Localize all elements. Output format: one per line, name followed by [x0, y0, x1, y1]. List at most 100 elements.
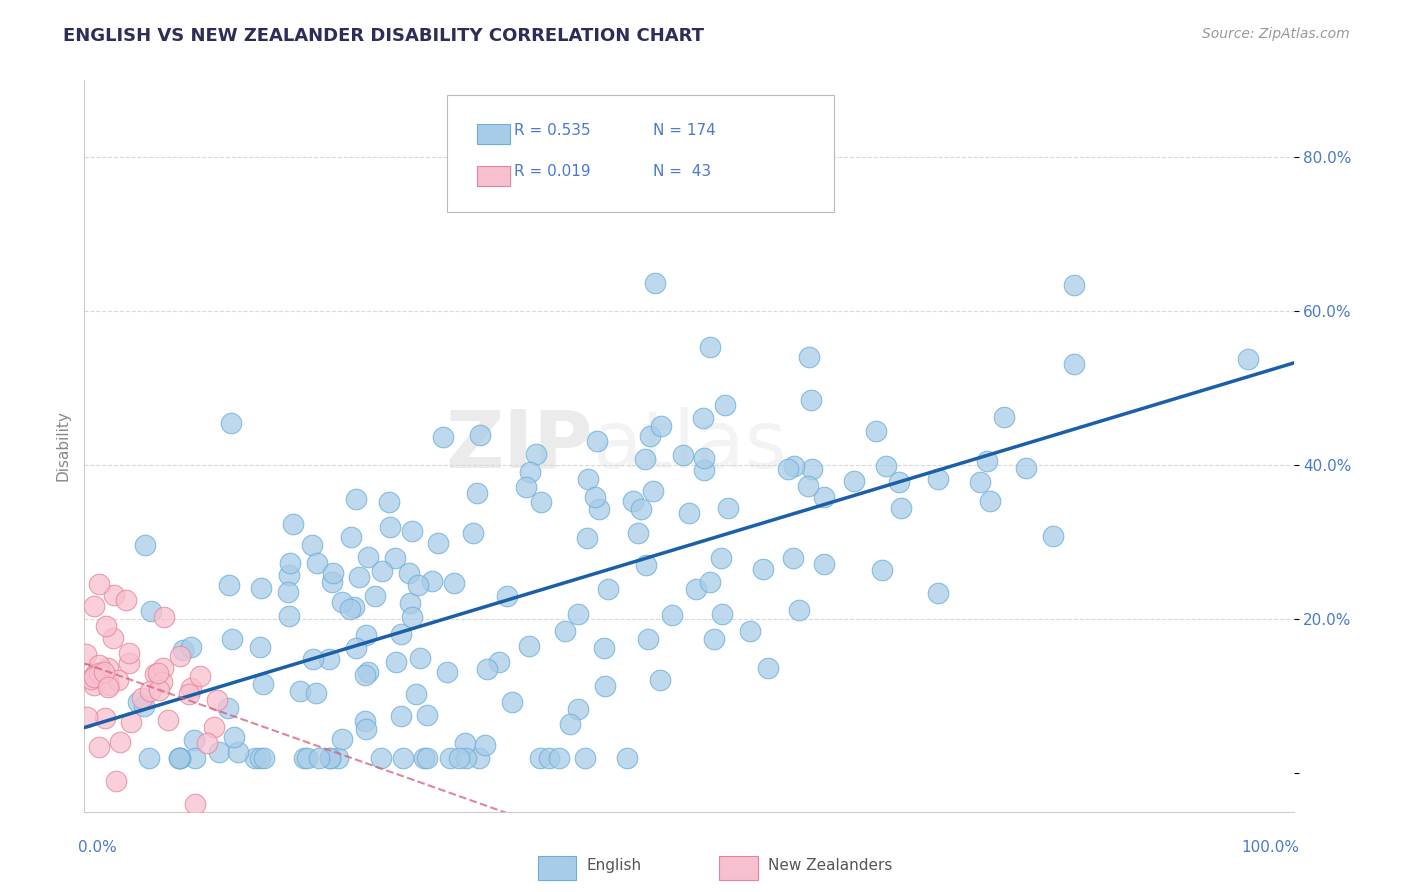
Text: ZIP: ZIP [444, 407, 592, 485]
Point [89, 665, 111, 680]
Point [787, 603, 810, 617]
FancyBboxPatch shape [447, 95, 834, 212]
Point [391, 627, 413, 641]
Point [703, 632, 725, 646]
Point [118, 656, 141, 670]
Point [169, 751, 191, 765]
Point [640, 429, 662, 443]
Point [277, 567, 299, 582]
Point [169, 751, 191, 765]
Point [685, 582, 707, 596]
Point [97, 678, 120, 692]
Point [301, 652, 323, 666]
Point [183, 733, 205, 747]
Point [308, 751, 330, 765]
Point [416, 751, 439, 765]
Point [356, 665, 378, 679]
Point [218, 577, 240, 591]
Point [756, 660, 779, 674]
Text: N =  43: N = 43 [654, 164, 711, 179]
Point [141, 604, 163, 618]
Point [107, 673, 129, 687]
Point [205, 693, 228, 707]
Point [800, 462, 823, 476]
Point [575, 531, 598, 545]
Point [253, 751, 276, 765]
Point [250, 581, 273, 595]
Point [134, 698, 156, 713]
Point [519, 465, 541, 479]
Point [621, 494, 644, 508]
Point [661, 608, 683, 623]
Point [501, 695, 523, 709]
Point [364, 589, 387, 603]
Point [371, 565, 394, 579]
Point [474, 739, 496, 753]
Point [277, 585, 299, 599]
Point [97, 660, 120, 674]
Point [222, 730, 245, 744]
Point [114, 593, 136, 607]
Point [797, 479, 820, 493]
FancyBboxPatch shape [478, 125, 509, 144]
Point [80, 672, 103, 686]
Point [177, 687, 200, 701]
Y-axis label: Disability: Disability [55, 410, 70, 482]
Point [343, 600, 366, 615]
Point [616, 751, 638, 765]
Point [524, 447, 547, 461]
Point [89, 577, 111, 591]
Point [221, 632, 243, 646]
Point [172, 643, 194, 657]
Point [356, 628, 378, 642]
Point [391, 751, 413, 765]
Point [420, 574, 443, 589]
Point [169, 751, 191, 765]
Point [495, 589, 517, 603]
Point [83, 670, 105, 684]
Point [169, 751, 191, 765]
Point [305, 686, 328, 700]
Point [305, 556, 328, 570]
Point [592, 641, 614, 656]
Point [1063, 278, 1085, 293]
Point [281, 517, 304, 532]
Point [134, 538, 156, 552]
Point [699, 340, 721, 354]
Point [143, 667, 166, 681]
FancyBboxPatch shape [720, 856, 758, 880]
Point [401, 609, 423, 624]
Point [108, 735, 131, 749]
Point [456, 751, 478, 765]
Point [890, 501, 912, 516]
Point [378, 495, 401, 509]
Point [488, 655, 510, 669]
Point [443, 575, 465, 590]
Point [717, 500, 740, 515]
Point [319, 751, 342, 765]
Point [672, 448, 695, 462]
Text: 100.0%: 100.0% [1241, 840, 1299, 855]
Point [156, 713, 179, 727]
Point [94, 710, 117, 724]
Point [356, 550, 378, 565]
Point [783, 459, 806, 474]
Point [427, 536, 450, 550]
Point [219, 416, 242, 430]
Point [202, 720, 225, 734]
Point [436, 665, 458, 679]
Point [322, 566, 344, 580]
Text: ENGLISH VS NEW ZEALANDER DISABILITY CORRELATION CHART: ENGLISH VS NEW ZEALANDER DISABILITY CORR… [63, 27, 704, 45]
Point [782, 550, 804, 565]
Point [249, 751, 271, 765]
Point [399, 596, 422, 610]
Point [278, 609, 301, 624]
Point [150, 675, 173, 690]
Point [243, 751, 266, 765]
Point [354, 714, 377, 728]
Point [84, 666, 107, 681]
Point [710, 550, 733, 565]
Point [529, 751, 551, 765]
Point [249, 640, 271, 655]
Point [475, 662, 498, 676]
